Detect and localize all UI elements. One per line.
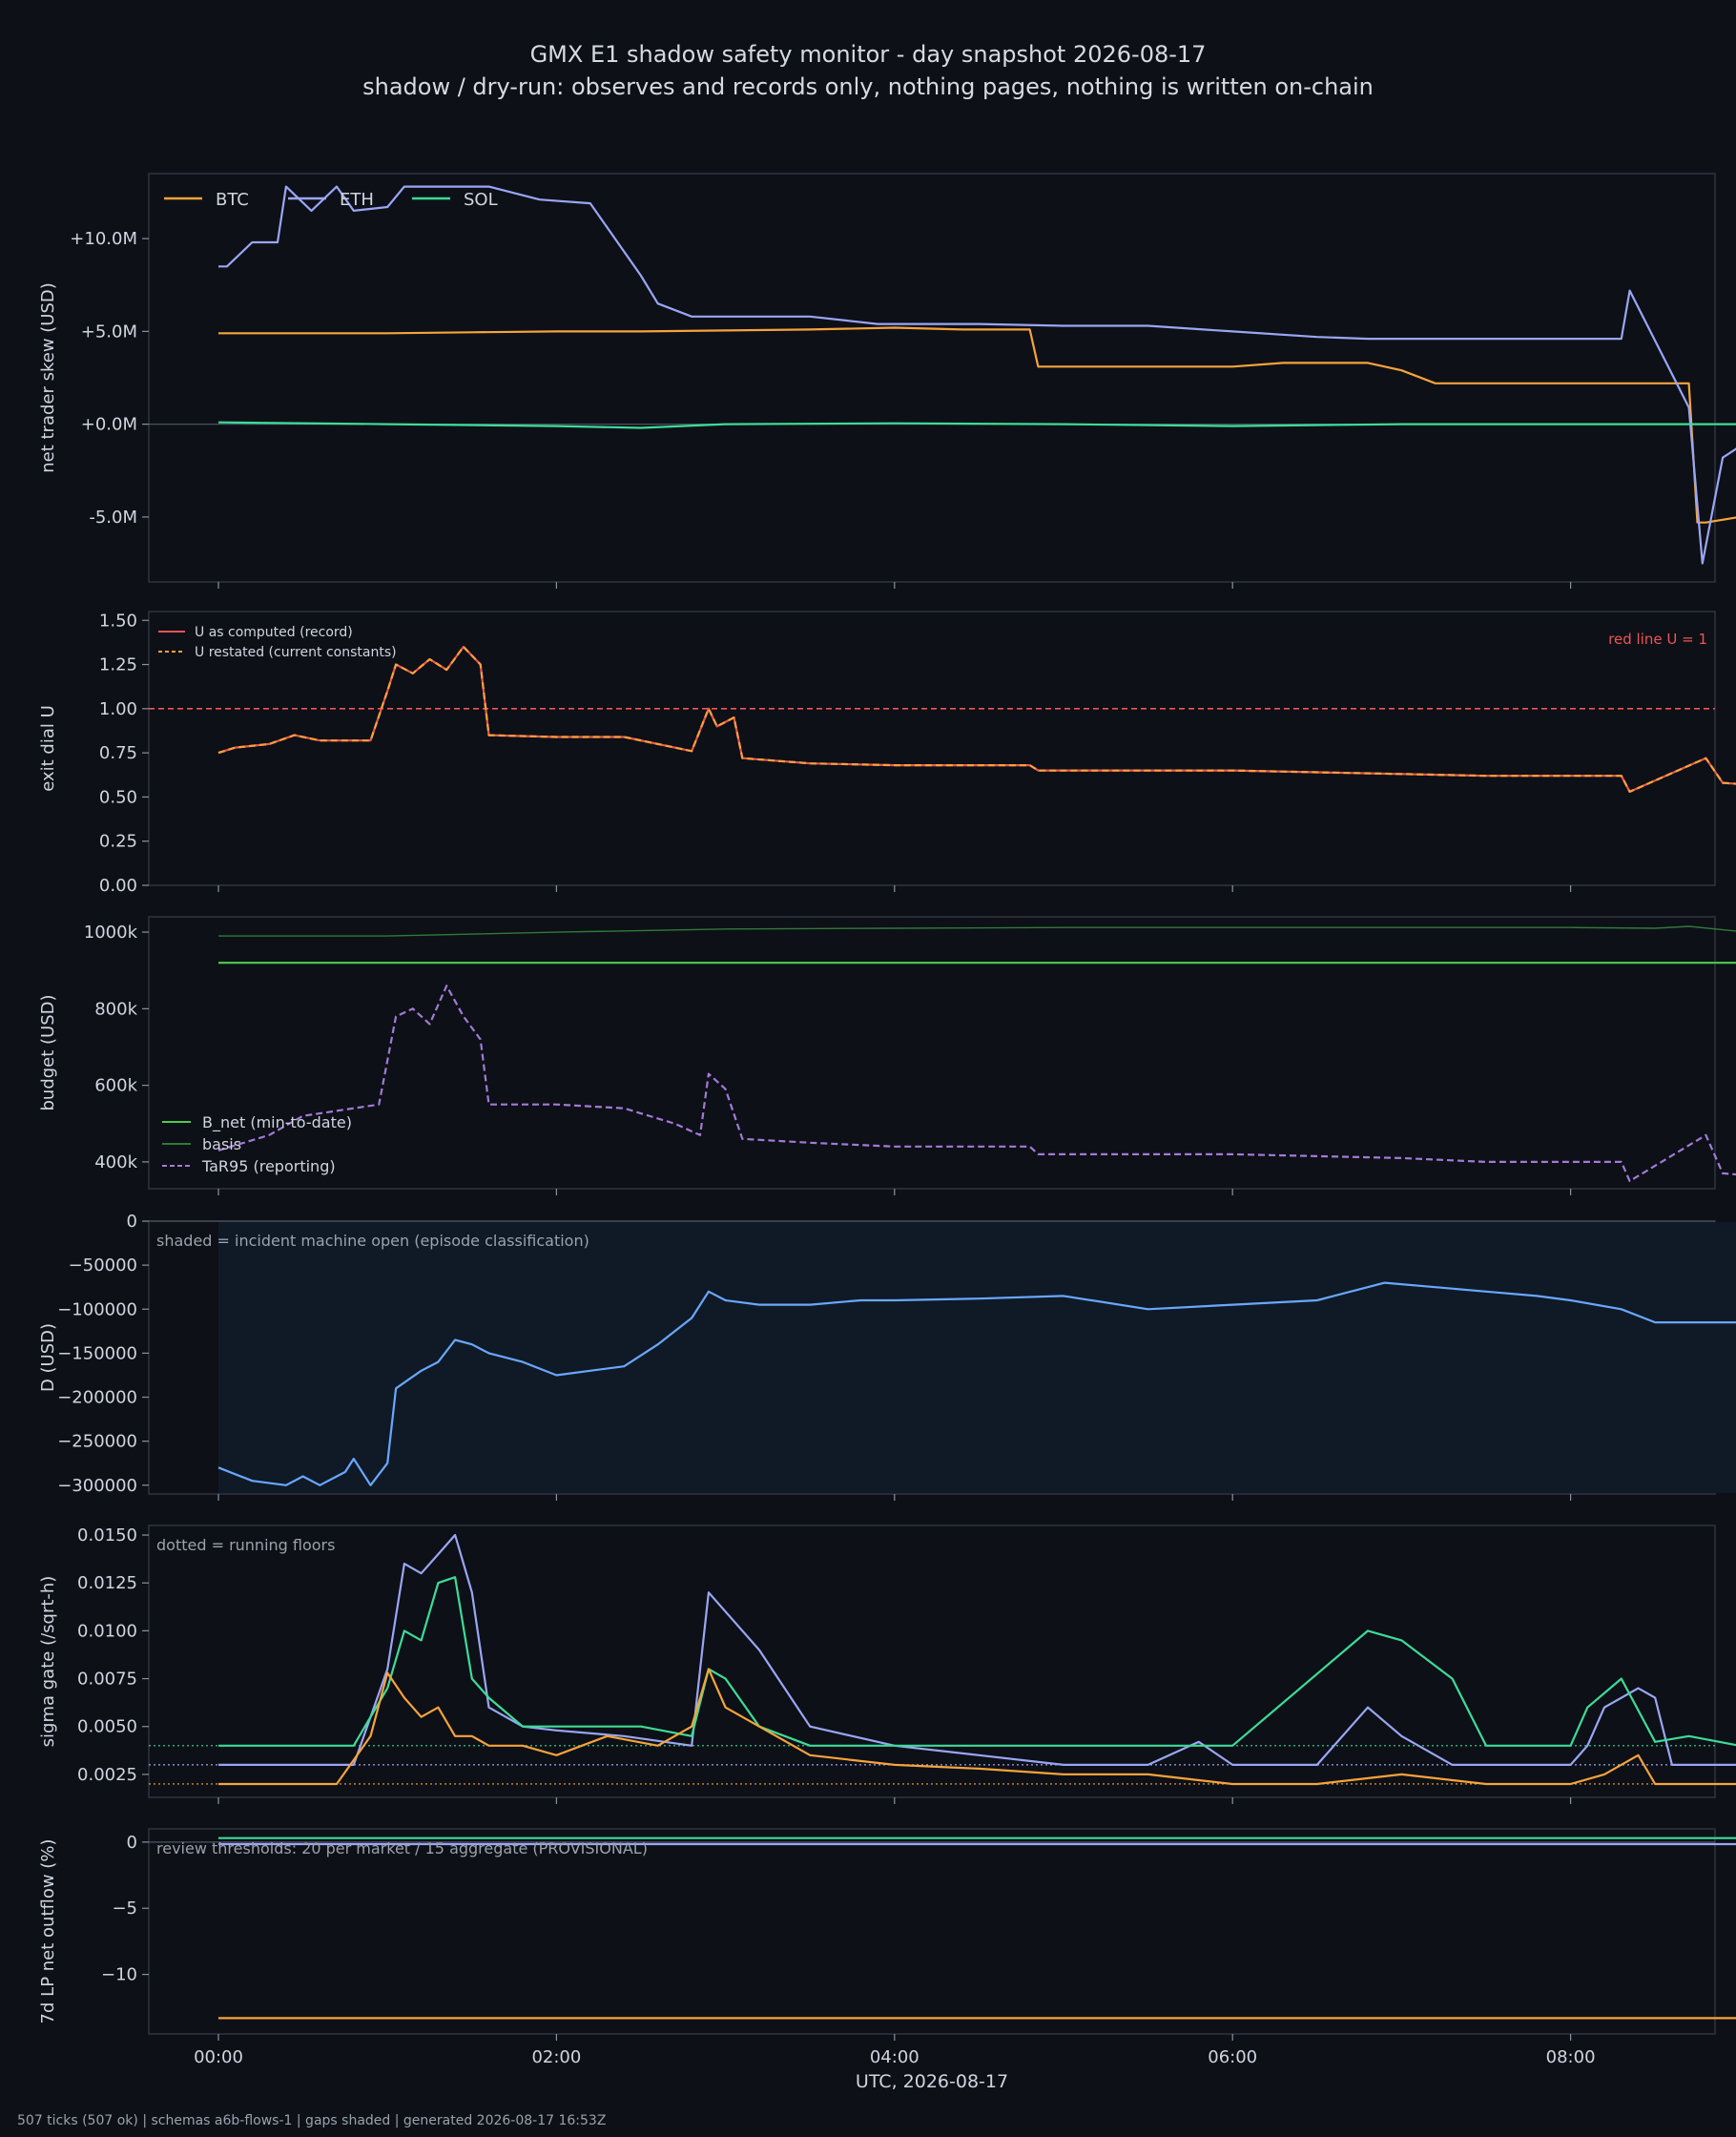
x-tick-label: 04:00 [870, 2047, 920, 2067]
series-line-sol [217, 421, 1736, 429]
y-tick-label: 1.25 [99, 655, 137, 675]
series-line-sol [218, 1836, 1736, 1839]
x-axis-label: UTC, 2026-08-17 [856, 2071, 1008, 2092]
title-block: GMX E1 shadow safety monitor - day snaps… [0, 38, 1736, 103]
footer-status: 507 ticks (507 ok) | schemas a6b-flows-1… [17, 2113, 607, 2128]
series-line-basis [218, 925, 1736, 937]
series-line-sol [218, 1576, 1736, 1747]
y-tick-label: -5.0M [89, 508, 137, 528]
y-tick-label: 0 [127, 1212, 137, 1232]
y-tick-label: 0.0150 [77, 1525, 137, 1546]
x-tick-label: 02:00 [531, 2047, 581, 2067]
y-tick-label: −200000 [57, 1388, 137, 1408]
legend-label: basis [202, 1135, 241, 1153]
panel-frame-2 [148, 611, 1716, 886]
y-tick-label: +10.0M [70, 229, 137, 249]
panel-frame-6 [148, 1828, 1716, 2035]
panel-annotation: dotted = running floors [156, 1536, 335, 1554]
series-line-d [217, 1281, 1736, 1486]
series-line-btc [218, 1668, 1736, 1786]
y-tick-label: 1000k [84, 923, 138, 943]
y-tick-label: 0.75 [99, 743, 137, 763]
legend-label: U as computed (record) [195, 625, 353, 640]
y-axis-label: 7d LP net outflow (%) [38, 1839, 58, 2024]
y-axis-label: net trader skew (USD) [38, 282, 58, 473]
y-tick-label: 0.25 [99, 832, 137, 852]
legend-label: TaR95 (reporting) [201, 1157, 336, 1175]
y-tick-label: −50000 [69, 1255, 137, 1276]
legend-label: U restated (current constants) [195, 645, 397, 660]
y-tick-label: 0.00 [99, 876, 137, 896]
x-tick-label: 08:00 [1546, 2047, 1596, 2067]
x-tick-label: 00:00 [194, 2047, 243, 2067]
legend-label: BTC [216, 190, 249, 210]
red-line-label: red line U = 1 [1608, 631, 1707, 648]
y-tick-label: 400k [94, 1152, 137, 1172]
series-line-eth [218, 185, 1736, 565]
y-axis-label: sigma gate (/sqrt-h) [38, 1576, 58, 1748]
y-tick-label: −10 [101, 1965, 137, 1985]
panel-frame-5 [148, 1525, 1716, 1798]
series-line-eth [218, 1842, 1736, 1846]
y-axis-label: budget (USD) [38, 994, 58, 1110]
series-line-tar95-reporting- [217, 985, 1736, 1183]
y-tick-label: 600k [94, 1076, 137, 1096]
series-line-btc [218, 326, 1736, 524]
y-tick-label: −250000 [57, 1432, 137, 1452]
shade-incident-region [218, 1222, 1736, 1493]
chart-title: GMX E1 shadow safety monitor - day snaps… [529, 41, 1207, 68]
y-tick-label: 1.00 [99, 699, 137, 719]
panel-frame-1 [148, 173, 1716, 583]
y-tick-label: 0.0100 [77, 1621, 137, 1641]
y-tick-label: 800k [94, 999, 137, 1019]
panel-annotation: shaded = incident machine open (episode … [156, 1232, 589, 1250]
y-tick-label: −150000 [57, 1343, 137, 1363]
legend-label: B_net (min-to-date) [202, 1113, 352, 1132]
y-tick-label: 0.0125 [77, 1573, 137, 1593]
series-line-btc [218, 2017, 1736, 2020]
y-axis-label: exit dial U [38, 705, 58, 792]
y-tick-label: −100000 [57, 1299, 137, 1319]
y-tick-label: 0.0075 [77, 1670, 137, 1690]
y-tick-label: 0.0025 [77, 1765, 137, 1785]
y-tick-label: 0.50 [99, 787, 137, 807]
y-tick-label: +5.0M [81, 322, 137, 342]
y-tick-label: 0 [127, 1833, 137, 1853]
y-tick-label: 1.50 [99, 611, 137, 631]
chart-subtitle: shadow / dry-run: observes and records o… [362, 73, 1374, 100]
y-tick-label: −300000 [57, 1476, 137, 1496]
legend-label: ETH [340, 190, 374, 210]
panel-frame-3 [148, 916, 1716, 1190]
x-tick-label: 06:00 [1208, 2047, 1257, 2067]
series-line-eth [218, 1533, 1736, 1767]
y-axis-label: D (USD) [38, 1323, 58, 1392]
legend-label: SOL [464, 190, 498, 210]
panel-annotation: review thresholds: 20 per market / 15 ag… [156, 1839, 648, 1857]
y-tick-label: −5 [112, 1898, 137, 1919]
y-tick-label: +0.0M [81, 415, 137, 435]
series-line-u-restated-current-constants- [217, 645, 1736, 794]
y-tick-label: 0.0050 [77, 1717, 137, 1737]
